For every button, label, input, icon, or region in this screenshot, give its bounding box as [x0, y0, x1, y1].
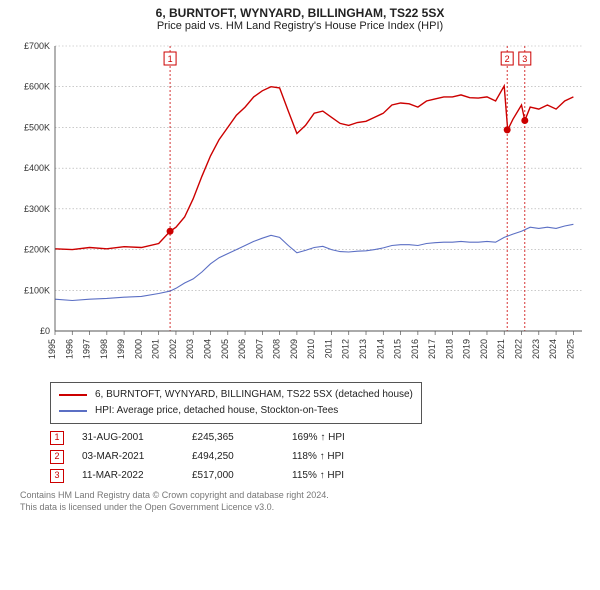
svg-text:2021: 2021	[496, 339, 506, 359]
svg-text:£600K: £600K	[24, 82, 50, 92]
legend-row: HPI: Average price, detached house, Stoc…	[59, 403, 413, 419]
event-marker-box: 2	[50, 450, 64, 464]
footnote-line-2: This data is licensed under the Open Gov…	[20, 501, 590, 513]
svg-text:1999: 1999	[116, 339, 126, 359]
event-date: 31-AUG-2001	[82, 428, 192, 447]
event-row: 1 31-AUG-2001£245,365169% ↑ HPI	[50, 428, 590, 447]
event-price: £245,365	[192, 428, 292, 447]
svg-text:2009: 2009	[289, 339, 299, 359]
svg-text:2017: 2017	[427, 339, 437, 359]
svg-text:2011: 2011	[323, 339, 333, 358]
svg-text:2022: 2022	[514, 339, 524, 359]
event-pct: 118% ↑ HPI	[292, 447, 344, 466]
svg-text:2010: 2010	[306, 339, 316, 359]
svg-text:2015: 2015	[393, 339, 403, 359]
svg-text:2023: 2023	[531, 339, 541, 359]
chart-svg: £0 £100K £200K £300K £400K £500K £600K £700K 199…	[10, 36, 590, 376]
svg-text:£300K: £300K	[24, 204, 50, 214]
svg-text:£100K: £100K	[24, 285, 50, 295]
svg-text:2018: 2018	[444, 339, 454, 359]
chart-area: £0 £100K £200K £300K £400K £500K £600K £700K 199…	[10, 36, 590, 376]
event-marker-box: 1	[50, 431, 64, 445]
svg-text:2013: 2013	[358, 339, 368, 359]
legend-label: 6, BURNTOFT, WYNYARD, BILLINGHAM, TS22 5…	[95, 387, 413, 403]
svg-text:2006: 2006	[237, 339, 247, 359]
footnote: Contains HM Land Registry data © Crown c…	[20, 489, 590, 513]
event-date: 03-MAR-2021	[82, 447, 192, 466]
legend-swatch	[59, 394, 87, 396]
svg-text:£400K: £400K	[24, 163, 50, 173]
legend-row: 6, BURNTOFT, WYNYARD, BILLINGHAM, TS22 5…	[59, 387, 413, 403]
svg-text:2020: 2020	[479, 339, 489, 359]
svg-text:1995: 1995	[47, 339, 57, 359]
event-pct: 169% ↑ HPI	[292, 428, 345, 447]
svg-text:2016: 2016	[410, 339, 420, 359]
svg-text:2024: 2024	[548, 339, 558, 359]
svg-text:2000: 2000	[133, 339, 143, 359]
svg-text:2002: 2002	[168, 339, 178, 359]
event-price: £517,000	[192, 466, 292, 485]
svg-text:2004: 2004	[203, 339, 213, 359]
event-date: 11-MAR-2022	[82, 466, 192, 485]
event-row: 3 11-MAR-2022£517,000115% ↑ HPI	[50, 466, 590, 485]
svg-text:£700K: £700K	[24, 41, 50, 51]
svg-text:2: 2	[505, 54, 510, 64]
svg-text:£0: £0	[40, 326, 50, 336]
svg-text:£500K: £500K	[24, 122, 50, 132]
page-subtitle: Price paid vs. HM Land Registry's House …	[10, 20, 590, 32]
svg-text:1997: 1997	[82, 339, 92, 359]
svg-text:£200K: £200K	[24, 245, 50, 255]
event-marker-box: 3	[50, 469, 64, 483]
svg-text:3: 3	[522, 54, 527, 64]
legend: 6, BURNTOFT, WYNYARD, BILLINGHAM, TS22 5…	[50, 382, 422, 424]
legend-label: HPI: Average price, detached house, Stoc…	[95, 403, 338, 419]
svg-text:2025: 2025	[565, 339, 575, 359]
svg-text:2012: 2012	[341, 339, 351, 359]
svg-text:2005: 2005	[220, 339, 230, 359]
footnote-line-1: Contains HM Land Registry data © Crown c…	[20, 489, 590, 501]
svg-text:1996: 1996	[64, 339, 74, 359]
page-title: 6, BURNTOFT, WYNYARD, BILLINGHAM, TS22 5…	[10, 6, 590, 20]
event-pct: 115% ↑ HPI	[292, 466, 344, 485]
legend-swatch	[59, 410, 87, 412]
svg-text:2001: 2001	[151, 339, 161, 359]
event-price: £494,250	[192, 447, 292, 466]
svg-text:2008: 2008	[272, 339, 282, 359]
event-row: 2 03-MAR-2021£494,250118% ↑ HPI	[50, 447, 590, 466]
svg-text:1: 1	[168, 54, 173, 64]
svg-text:2003: 2003	[185, 339, 195, 359]
event-table: 1 31-AUG-2001£245,365169% ↑ HPI 2 03-MAR-20…	[50, 428, 590, 485]
svg-text:2019: 2019	[462, 339, 472, 359]
svg-text:2014: 2014	[375, 339, 385, 359]
svg-text:2007: 2007	[254, 339, 264, 359]
svg-text:1998: 1998	[99, 339, 109, 359]
